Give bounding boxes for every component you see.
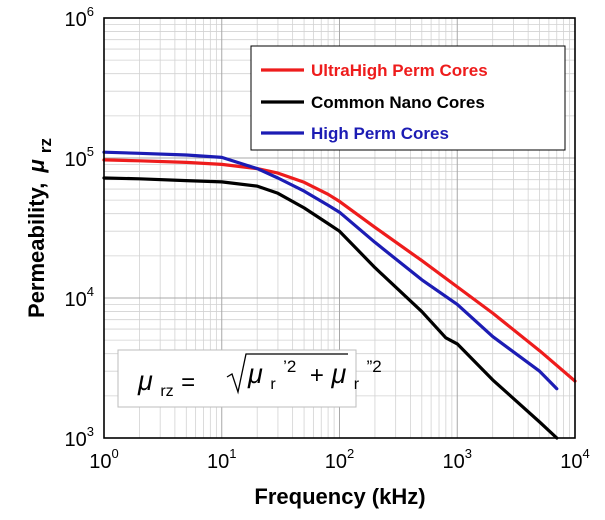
formula-lhs: μ rz = [137, 366, 195, 402]
y-axis-title-subscript: rz [36, 138, 55, 153]
x-tick-label: 100 [89, 446, 118, 473]
x-axis-title: Frequency (kHz) [254, 484, 425, 509]
y-axis-title-text: Permeability, [24, 183, 49, 318]
x-tick-label: 102 [325, 446, 354, 473]
tick-labels: 100 101 102 103 104 103 104 105 106 [65, 4, 590, 473]
formula-term2-subscript: r [354, 376, 360, 393]
series-line-2 [102, 176, 559, 440]
plot-frame [103, 17, 576, 439]
legend-label-1: UltraHigh Perm Cores [311, 61, 488, 80]
y-tick-label: 106 [65, 4, 94, 31]
y-tick-label: 104 [65, 284, 94, 311]
legend: UltraHigh Perm Cores Common Nano Cores Hig… [250, 45, 566, 151]
legend-label-3: High Perm Cores [311, 124, 449, 143]
formula-lhs-subscript: rz [160, 383, 173, 400]
formula-equals: = [181, 369, 195, 396]
formula-rhs: μ r ’2 + μ r ”2 [247, 348, 382, 395]
formula-term1-exponent: ’2 [283, 357, 296, 376]
series-line-1 [102, 158, 577, 383]
y-tick-label: 103 [65, 424, 94, 451]
formula-frame [117, 349, 357, 408]
formula-term2-symbol: μ [330, 359, 346, 389]
legend-label-2: Common Nano Cores [311, 93, 485, 112]
x-tick-label: 104 [560, 446, 589, 473]
y-axis-title-symbol: μ [24, 159, 49, 173]
legend-items: UltraHigh Perm Cores Common Nano Cores Hig… [261, 61, 488, 143]
y-tick-label: 105 [65, 144, 94, 171]
formula-box: μ rz = μ r ’2 + μ r ”2 [117, 348, 382, 408]
formula-plus: + [310, 362, 324, 389]
y-axis-title: Permeability, μ rz [24, 138, 55, 318]
series-line-3 [102, 150, 559, 391]
formula-term1-subscript: r [270, 376, 276, 393]
x-tick-label: 103 [443, 446, 472, 473]
formula-radical [226, 353, 348, 395]
formula-term2-exponent: ”2 [367, 357, 382, 376]
formula-term1-symbol: μ [247, 359, 263, 389]
series-layer [102, 150, 577, 440]
formula-lhs-symbol: μ [137, 366, 153, 396]
x-tick-label: 101 [207, 446, 236, 473]
